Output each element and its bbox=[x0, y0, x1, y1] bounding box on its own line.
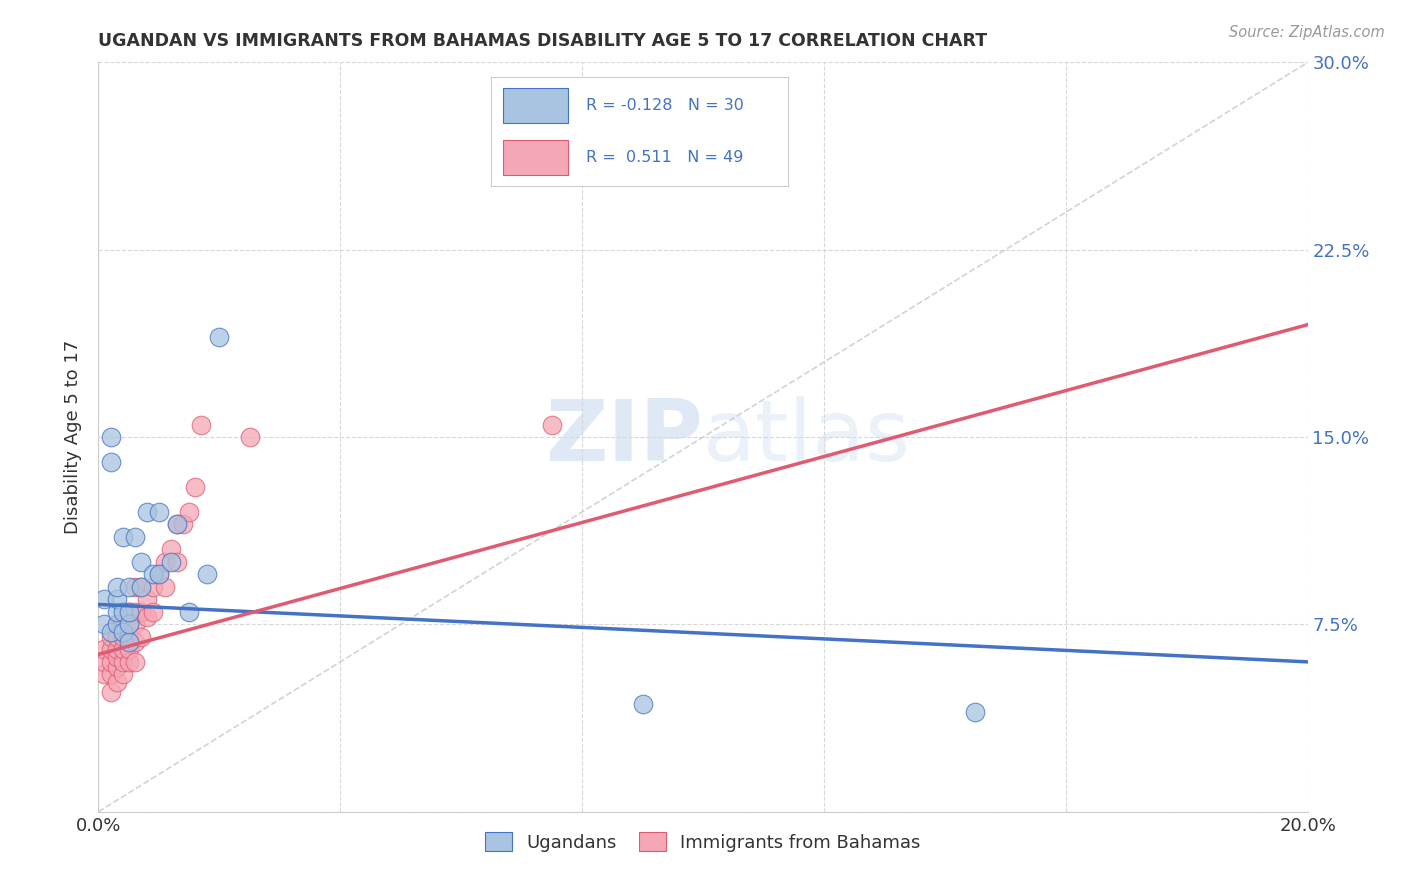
Point bbox=[100, 624, 122, 639]
Point bbox=[190, 417, 212, 432]
Point bbox=[100, 430, 122, 444]
Text: atlas: atlas bbox=[703, 395, 911, 479]
Legend: Ugandans, Immigrants from Bahamas: Ugandans, Immigrants from Bahamas bbox=[478, 825, 928, 859]
Point bbox=[105, 642, 128, 657]
Point bbox=[111, 530, 134, 544]
Point bbox=[184, 480, 207, 494]
Point bbox=[631, 698, 654, 712]
Point bbox=[105, 617, 128, 632]
Point bbox=[100, 642, 122, 657]
Point bbox=[118, 605, 141, 619]
Point bbox=[129, 630, 152, 644]
Point bbox=[166, 517, 188, 532]
Point bbox=[118, 630, 141, 644]
Point bbox=[153, 580, 176, 594]
Point bbox=[142, 580, 165, 594]
Point bbox=[111, 630, 134, 644]
Point bbox=[124, 617, 146, 632]
Point bbox=[100, 655, 122, 669]
Point bbox=[118, 642, 141, 657]
Point bbox=[111, 642, 134, 657]
Point bbox=[111, 605, 134, 619]
Point bbox=[124, 530, 146, 544]
Point bbox=[111, 667, 134, 681]
Point bbox=[93, 667, 115, 681]
Point bbox=[105, 605, 128, 619]
Point bbox=[111, 624, 134, 639]
Point bbox=[118, 580, 141, 594]
Point bbox=[172, 517, 194, 532]
Point bbox=[100, 685, 122, 699]
Point bbox=[105, 674, 128, 689]
Point bbox=[135, 610, 157, 624]
Point bbox=[118, 617, 141, 632]
Point bbox=[124, 635, 146, 649]
Point bbox=[105, 592, 128, 607]
Point bbox=[129, 580, 152, 594]
Point bbox=[166, 555, 188, 569]
Point bbox=[179, 605, 201, 619]
Point bbox=[100, 455, 122, 469]
Text: UGANDAN VS IMMIGRANTS FROM BAHAMAS DISABILITY AGE 5 TO 17 CORRELATION CHART: UGANDAN VS IMMIGRANTS FROM BAHAMAS DISAB… bbox=[98, 32, 987, 50]
Point bbox=[129, 605, 152, 619]
Point bbox=[118, 655, 141, 669]
Point bbox=[540, 417, 562, 432]
Point bbox=[100, 630, 122, 644]
Point bbox=[93, 592, 115, 607]
Y-axis label: Disability Age 5 to 17: Disability Age 5 to 17 bbox=[65, 340, 83, 534]
Point bbox=[148, 505, 170, 519]
Point bbox=[93, 617, 115, 632]
Point bbox=[148, 567, 170, 582]
Point bbox=[160, 555, 183, 569]
Point bbox=[160, 542, 183, 557]
Point bbox=[124, 580, 146, 594]
Point bbox=[105, 660, 128, 674]
Point bbox=[105, 617, 128, 632]
Text: ZIP: ZIP bbox=[546, 395, 703, 479]
Point bbox=[124, 655, 146, 669]
Point bbox=[166, 517, 188, 532]
Point bbox=[100, 667, 122, 681]
Point bbox=[111, 617, 134, 632]
Point bbox=[135, 592, 157, 607]
Point bbox=[105, 580, 128, 594]
Point bbox=[124, 605, 146, 619]
Point bbox=[179, 505, 201, 519]
Point bbox=[153, 555, 176, 569]
Point bbox=[208, 330, 231, 344]
Point bbox=[965, 705, 987, 719]
Point bbox=[118, 605, 141, 619]
Point bbox=[93, 642, 115, 657]
Point bbox=[93, 655, 115, 669]
Point bbox=[129, 580, 152, 594]
Point bbox=[118, 617, 141, 632]
Point bbox=[195, 567, 218, 582]
Point bbox=[142, 605, 165, 619]
Point bbox=[111, 655, 134, 669]
Point bbox=[631, 155, 654, 169]
Point bbox=[129, 555, 152, 569]
Point bbox=[118, 635, 141, 649]
Text: Source: ZipAtlas.com: Source: ZipAtlas.com bbox=[1229, 25, 1385, 40]
Point bbox=[105, 630, 128, 644]
Point bbox=[135, 505, 157, 519]
Point bbox=[142, 567, 165, 582]
Point bbox=[239, 430, 262, 444]
Point bbox=[105, 649, 128, 664]
Point bbox=[148, 567, 170, 582]
